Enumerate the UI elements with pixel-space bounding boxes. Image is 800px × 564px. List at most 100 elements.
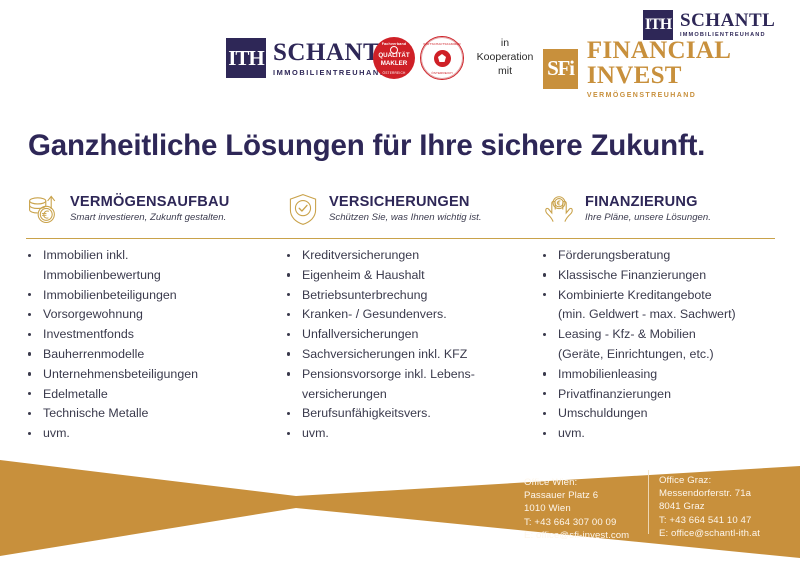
list-item-text: Unfallversicherungen xyxy=(302,327,419,342)
office-street: Passauer Platz 6 xyxy=(524,490,599,502)
section-divider-rule xyxy=(26,238,775,239)
ith-logo-mark: ITH xyxy=(226,38,266,78)
bullet-dot-icon xyxy=(287,293,291,297)
column-header: FINANZIERUNG Ihre Pläne, unsere Lösungen… xyxy=(541,186,773,232)
list-item: Vorsorgewohnung xyxy=(26,305,275,324)
list-item-text: Investmentfonds xyxy=(43,327,134,342)
shield-check-icon xyxy=(285,191,321,227)
list-item: Klassische Finanzierungen xyxy=(541,266,773,285)
list-item-text: Technische Metalle xyxy=(43,406,149,421)
list-item-continuation: (min. Geldwert - max. Sachwert) xyxy=(541,305,773,324)
hands-holding-coin-icon xyxy=(541,191,577,227)
list-item-continuation: Immobilienbewertung xyxy=(26,266,275,285)
list-item-continuation: (Geräte, Einrichtungen, etc.) xyxy=(541,345,773,364)
list-item-text: Kranken- / Gesundenvers. xyxy=(302,307,447,322)
ith-logo-subtitle: IMMOBILIENTREUHAND xyxy=(273,67,387,77)
list-item: Betriebsunterbrechung xyxy=(285,286,524,305)
list-item-text: Privatfinanzierungen xyxy=(558,386,671,401)
office-graz: Office Graz: Messendorferstr. 71a 8041 G… xyxy=(659,474,760,540)
ith-logo-mark-small: ITH xyxy=(643,10,673,40)
list-item-text: Immobilienbewertung xyxy=(43,267,161,282)
list-item-text: Eigenheim & Haushalt xyxy=(302,267,425,282)
seal-arc-bottom-text: ÖSTERREICH xyxy=(431,71,453,75)
bullet-dot-icon xyxy=(28,431,32,436)
office-phone[interactable]: T: +43 664 541 10 47 xyxy=(659,514,752,526)
wirtschaftskammer-seal-icon: WIRTSCHAFTSKAMMER ÖSTERREICH xyxy=(420,36,464,80)
footer-band-right-wedge xyxy=(296,466,800,558)
list-item-text: uvm. xyxy=(302,426,329,441)
column-title-group: VERMÖGENSAUFBAU Smart investieren, Zukun… xyxy=(70,194,229,224)
bullet-dot-icon xyxy=(28,332,32,337)
sfi-logo-subtitle: VERMÖGENSTREUHAND xyxy=(586,92,697,99)
list-item-text: (min. Geldwert - max. Sachwert) xyxy=(558,307,736,322)
list-item: Kreditversicherungen xyxy=(285,246,524,265)
list-item-text: Edelmetalle xyxy=(43,386,108,401)
sfi-logo-wordmark: FINANCIAL INVEST VERMÖGENSTREUHAND xyxy=(587,38,800,99)
column-subtitle: Ihre Pläne, unsere Lösungen. xyxy=(585,212,711,224)
footer-band-left-wedge xyxy=(0,460,296,556)
list-item: Privatfinanzierungen xyxy=(541,385,773,404)
ith-schantl-logo-secondary: ITH SCHANTL IMMOBILIENTREUHAND xyxy=(643,10,775,40)
list-item-text: Berufsunfähigkeitsvers. xyxy=(302,406,431,421)
list-item-text: Immobilienbeteiligungen xyxy=(43,287,177,302)
bullet-dot-icon xyxy=(543,253,547,257)
list-item: Kombinierte Kreditangebote xyxy=(541,286,773,305)
list-item: Edelmetalle xyxy=(26,385,275,404)
bullet-dot-icon xyxy=(543,293,547,297)
list-item: uvm. xyxy=(541,424,773,443)
bullet-dot-icon xyxy=(287,431,291,436)
list-item-text: uvm. xyxy=(43,426,70,441)
seal-emblem-icon xyxy=(390,46,398,54)
bullet-dot-icon xyxy=(543,392,547,396)
sfi-logo-mark-text: SFi xyxy=(547,56,575,80)
list-item: uvm. xyxy=(26,424,275,443)
list-item: Immobilien inkl. xyxy=(26,246,275,265)
list-item: Immobilienleasing xyxy=(541,365,773,384)
office-email[interactable]: E: office@sfi-invest.com xyxy=(524,529,630,541)
bullet-dot-icon xyxy=(287,273,291,277)
list-item-text: Klassische Finanzierungen xyxy=(558,267,707,282)
list-item-text: Förderungsberatung xyxy=(558,248,671,262)
list-item: Leasing - Kfz- & Mobilien xyxy=(541,325,773,344)
service-columns: VERMÖGENSAUFBAU Smart investieren, Zukun… xyxy=(26,186,774,444)
column-finanzierung: FINANZIERUNG Ihre Pläne, unsere Lösungen… xyxy=(524,186,773,444)
list-item-text: Pensionsvorsorge inkl. Lebens- xyxy=(302,366,475,381)
bullet-dot-icon xyxy=(28,352,32,356)
list-item-text: Sachversicherungen inkl. KFZ xyxy=(302,346,468,361)
list-item-text: Unternehmensbeteiligungen xyxy=(43,366,198,381)
list-item-text: Vorsorgewohnung xyxy=(43,307,143,322)
list-item-text: Immobilienleasing xyxy=(558,366,658,381)
column-versicherungen: VERSICHERUNGEN Schützen Sie, was Ihnen w… xyxy=(275,186,524,444)
office-phone[interactable]: T: +43 664 307 00 09 xyxy=(524,516,617,528)
sfi-logo-name: FINANCIAL INVEST xyxy=(586,37,730,89)
seal-top-text: Fachverband xyxy=(381,42,407,46)
list-item-continuation: versicherungen xyxy=(285,385,524,404)
list-item: Unfallversicherungen xyxy=(285,325,524,344)
column-header: VERSICHERUNGEN Schützen Sie, was Ihnen w… xyxy=(285,186,524,232)
seal-bottom-text: ÖSTERREICH xyxy=(382,71,406,75)
column-title-group: FINANZIERUNG Ihre Pläne, unsere Lösungen… xyxy=(585,194,711,224)
bullet-dot-icon xyxy=(28,253,32,257)
page-headline: Ganzheitliche Lösungen für Ihre sichere … xyxy=(28,129,706,162)
bullet-dot-icon xyxy=(287,253,291,257)
cooperation-line-3: mit xyxy=(498,65,512,77)
ith-logo-name-small: SCHANTL xyxy=(680,10,776,32)
bullet-dot-icon xyxy=(287,312,291,317)
column-vermoegensaufbau: VERMÖGENSAUFBAU Smart investieren, Zukun… xyxy=(26,186,275,444)
list-item: Investmentfonds xyxy=(26,325,275,344)
office-email[interactable]: E: office@schantl-ith.at xyxy=(659,527,761,539)
footer-vertical-divider xyxy=(648,470,649,534)
service-list: Immobilien inkl. Immobilienbewertung Imm… xyxy=(26,246,275,443)
list-item: Bauherrenmodelle xyxy=(26,345,275,364)
bullet-dot-icon xyxy=(543,411,547,416)
bullet-dot-icon xyxy=(28,392,32,396)
coins-euro-growth-icon xyxy=(26,191,62,227)
list-item: Kranken- / Gesundenvers. xyxy=(285,305,524,324)
column-subtitle: Schützen Sie, was Ihnen wichtig ist. xyxy=(329,212,482,224)
column-title-group: VERSICHERUNGEN Schützen Sie, was Ihnen w… xyxy=(329,194,482,224)
seal-mid-text: QUALITÄT MAKLER xyxy=(373,52,415,67)
column-header: VERMÖGENSAUFBAU Smart investieren, Zukun… xyxy=(26,186,275,232)
list-item-text: Leasing - Kfz- & Mobilien xyxy=(558,327,696,342)
ith-logo-wordmark-small: SCHANTL IMMOBILIENTREUHAND xyxy=(680,11,775,39)
